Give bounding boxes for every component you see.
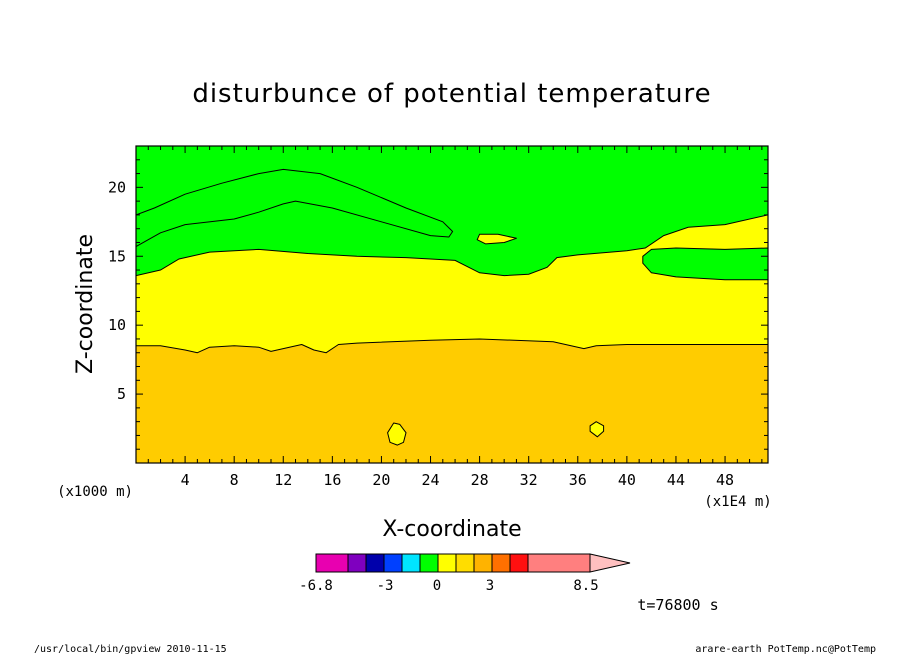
contour-region-blob-37 (589, 421, 605, 438)
colorbar-swatch (419, 553, 439, 573)
y-tick-label: 15 (108, 247, 126, 265)
x-tick-label: 8 (230, 471, 239, 489)
contour-region-upper-green-right (642, 247, 768, 281)
chart-title: disturbunce of potential temperature (192, 79, 711, 109)
x-tick-label: 40 (618, 471, 636, 489)
colorbar-swatch (365, 553, 385, 573)
colorbar-swatch (437, 553, 457, 573)
time-label: t=76800 s (637, 596, 718, 614)
y-tick-label: 5 (117, 385, 126, 403)
colorbar-swatch (473, 553, 493, 573)
contour-region-lower (136, 338, 768, 463)
colorbar-swatch (509, 553, 529, 573)
colorbar-swatch (527, 553, 591, 573)
y-tick-label: 20 (108, 178, 126, 196)
footer-left: /usr/local/bin/gpview 2010-11-15 (34, 644, 227, 654)
y-axis-label: Z-coordinate (73, 234, 98, 374)
colorbar-extend-arrow (589, 553, 631, 573)
contour-region-blob-21 (387, 422, 407, 446)
contour-region-blob-29 (476, 233, 517, 245)
colorbar-swatch (455, 553, 475, 573)
contour-region-upper-green-left (136, 168, 454, 248)
x-tick-label: 12 (274, 471, 292, 489)
y-tick-label: 10 (108, 316, 126, 334)
x-tick-label: 48 (716, 471, 734, 489)
footer-right: arare-earth_PotTemp.nc@PotTemp (695, 644, 876, 654)
colorbar-tick-label: 3 (486, 578, 494, 594)
contour-line-middle (136, 214, 768, 277)
colorbar-swatch (491, 553, 511, 573)
colorbar: -6.8 -3 0 3 8.5 (299, 553, 631, 594)
colorbar-swatch (383, 553, 403, 573)
x-tick-label: 24 (421, 471, 439, 489)
x-unit-label: (x1E4 m) (704, 494, 771, 510)
colorbar-tick-label: 8.5 (573, 578, 598, 594)
colorbar-swatch (401, 553, 421, 573)
colorbar-tick-label: -3 (377, 578, 394, 594)
colorbar-swatch (315, 553, 349, 573)
x-axis-label: X-coordinate (382, 517, 521, 542)
x-tick-label: 4 (181, 471, 190, 489)
y-unit-label: (x1000 m) (57, 484, 133, 500)
x-tick-label: 36 (569, 471, 587, 489)
plot-frame (135, 145, 769, 464)
x-tick-label: 16 (323, 471, 341, 489)
x-tick-label: 28 (471, 471, 489, 489)
colorbar-tick-label: 0 (433, 578, 441, 594)
colorbar-swatch (347, 553, 367, 573)
x-tick-label: 20 (372, 471, 390, 489)
colorbar-tick-label: -6.8 (299, 578, 333, 594)
x-tick-label: 44 (667, 471, 685, 489)
x-tick-label: 32 (520, 471, 538, 489)
